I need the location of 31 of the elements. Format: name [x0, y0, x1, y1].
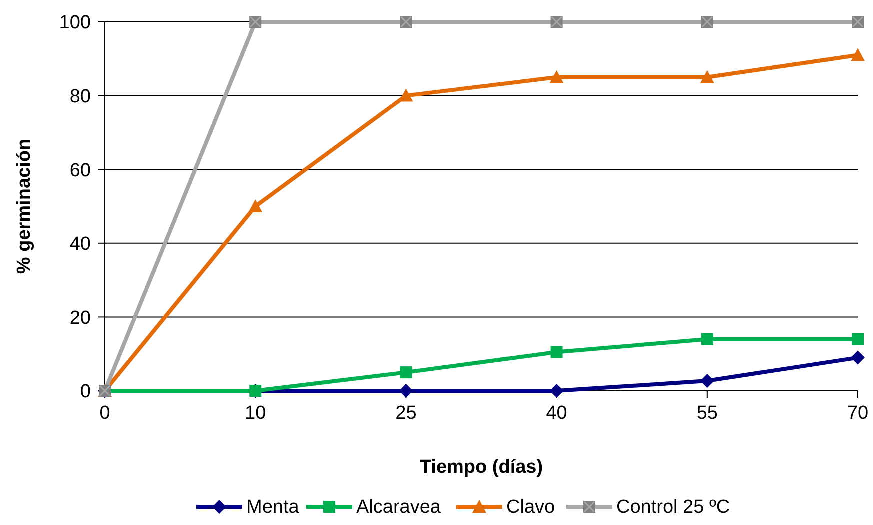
point: [851, 350, 865, 365]
point: [851, 48, 865, 62]
point: [248, 200, 263, 212]
point: [400, 366, 412, 379]
legend-label: Alcaravea: [356, 497, 442, 518]
x-tick-label: 25: [396, 403, 417, 424]
y-tick-label: 20: [70, 308, 91, 329]
point: [700, 374, 714, 388]
y-tick-label: 60: [70, 160, 91, 182]
y-tick-label: 40: [70, 234, 91, 256]
point: [399, 88, 414, 102]
point: [399, 384, 414, 398]
legend-label: Menta: [246, 497, 300, 518]
y-tick-label: 80: [70, 86, 91, 108]
y-axis-title: % germinación: [14, 138, 35, 274]
x-tick-label: 55: [696, 403, 718, 424]
x-tick-label: 40: [546, 403, 568, 424]
y-tick-label: 0: [80, 382, 91, 403]
point: [700, 70, 714, 84]
point: [852, 333, 864, 346]
point: [701, 333, 714, 346]
y-tick-label: 100: [59, 12, 91, 34]
legend-label: Clavo: [506, 497, 556, 518]
x-tick-label: 0: [100, 403, 110, 424]
legend-label: Control 25 ºC: [616, 497, 730, 518]
x-tick-label: 10: [245, 403, 266, 424]
point: [550, 70, 564, 84]
x-tick-label: 70: [847, 403, 869, 424]
point: [550, 346, 563, 358]
x-axis-title: Tiempo (días): [420, 457, 544, 478]
point: [550, 384, 564, 398]
